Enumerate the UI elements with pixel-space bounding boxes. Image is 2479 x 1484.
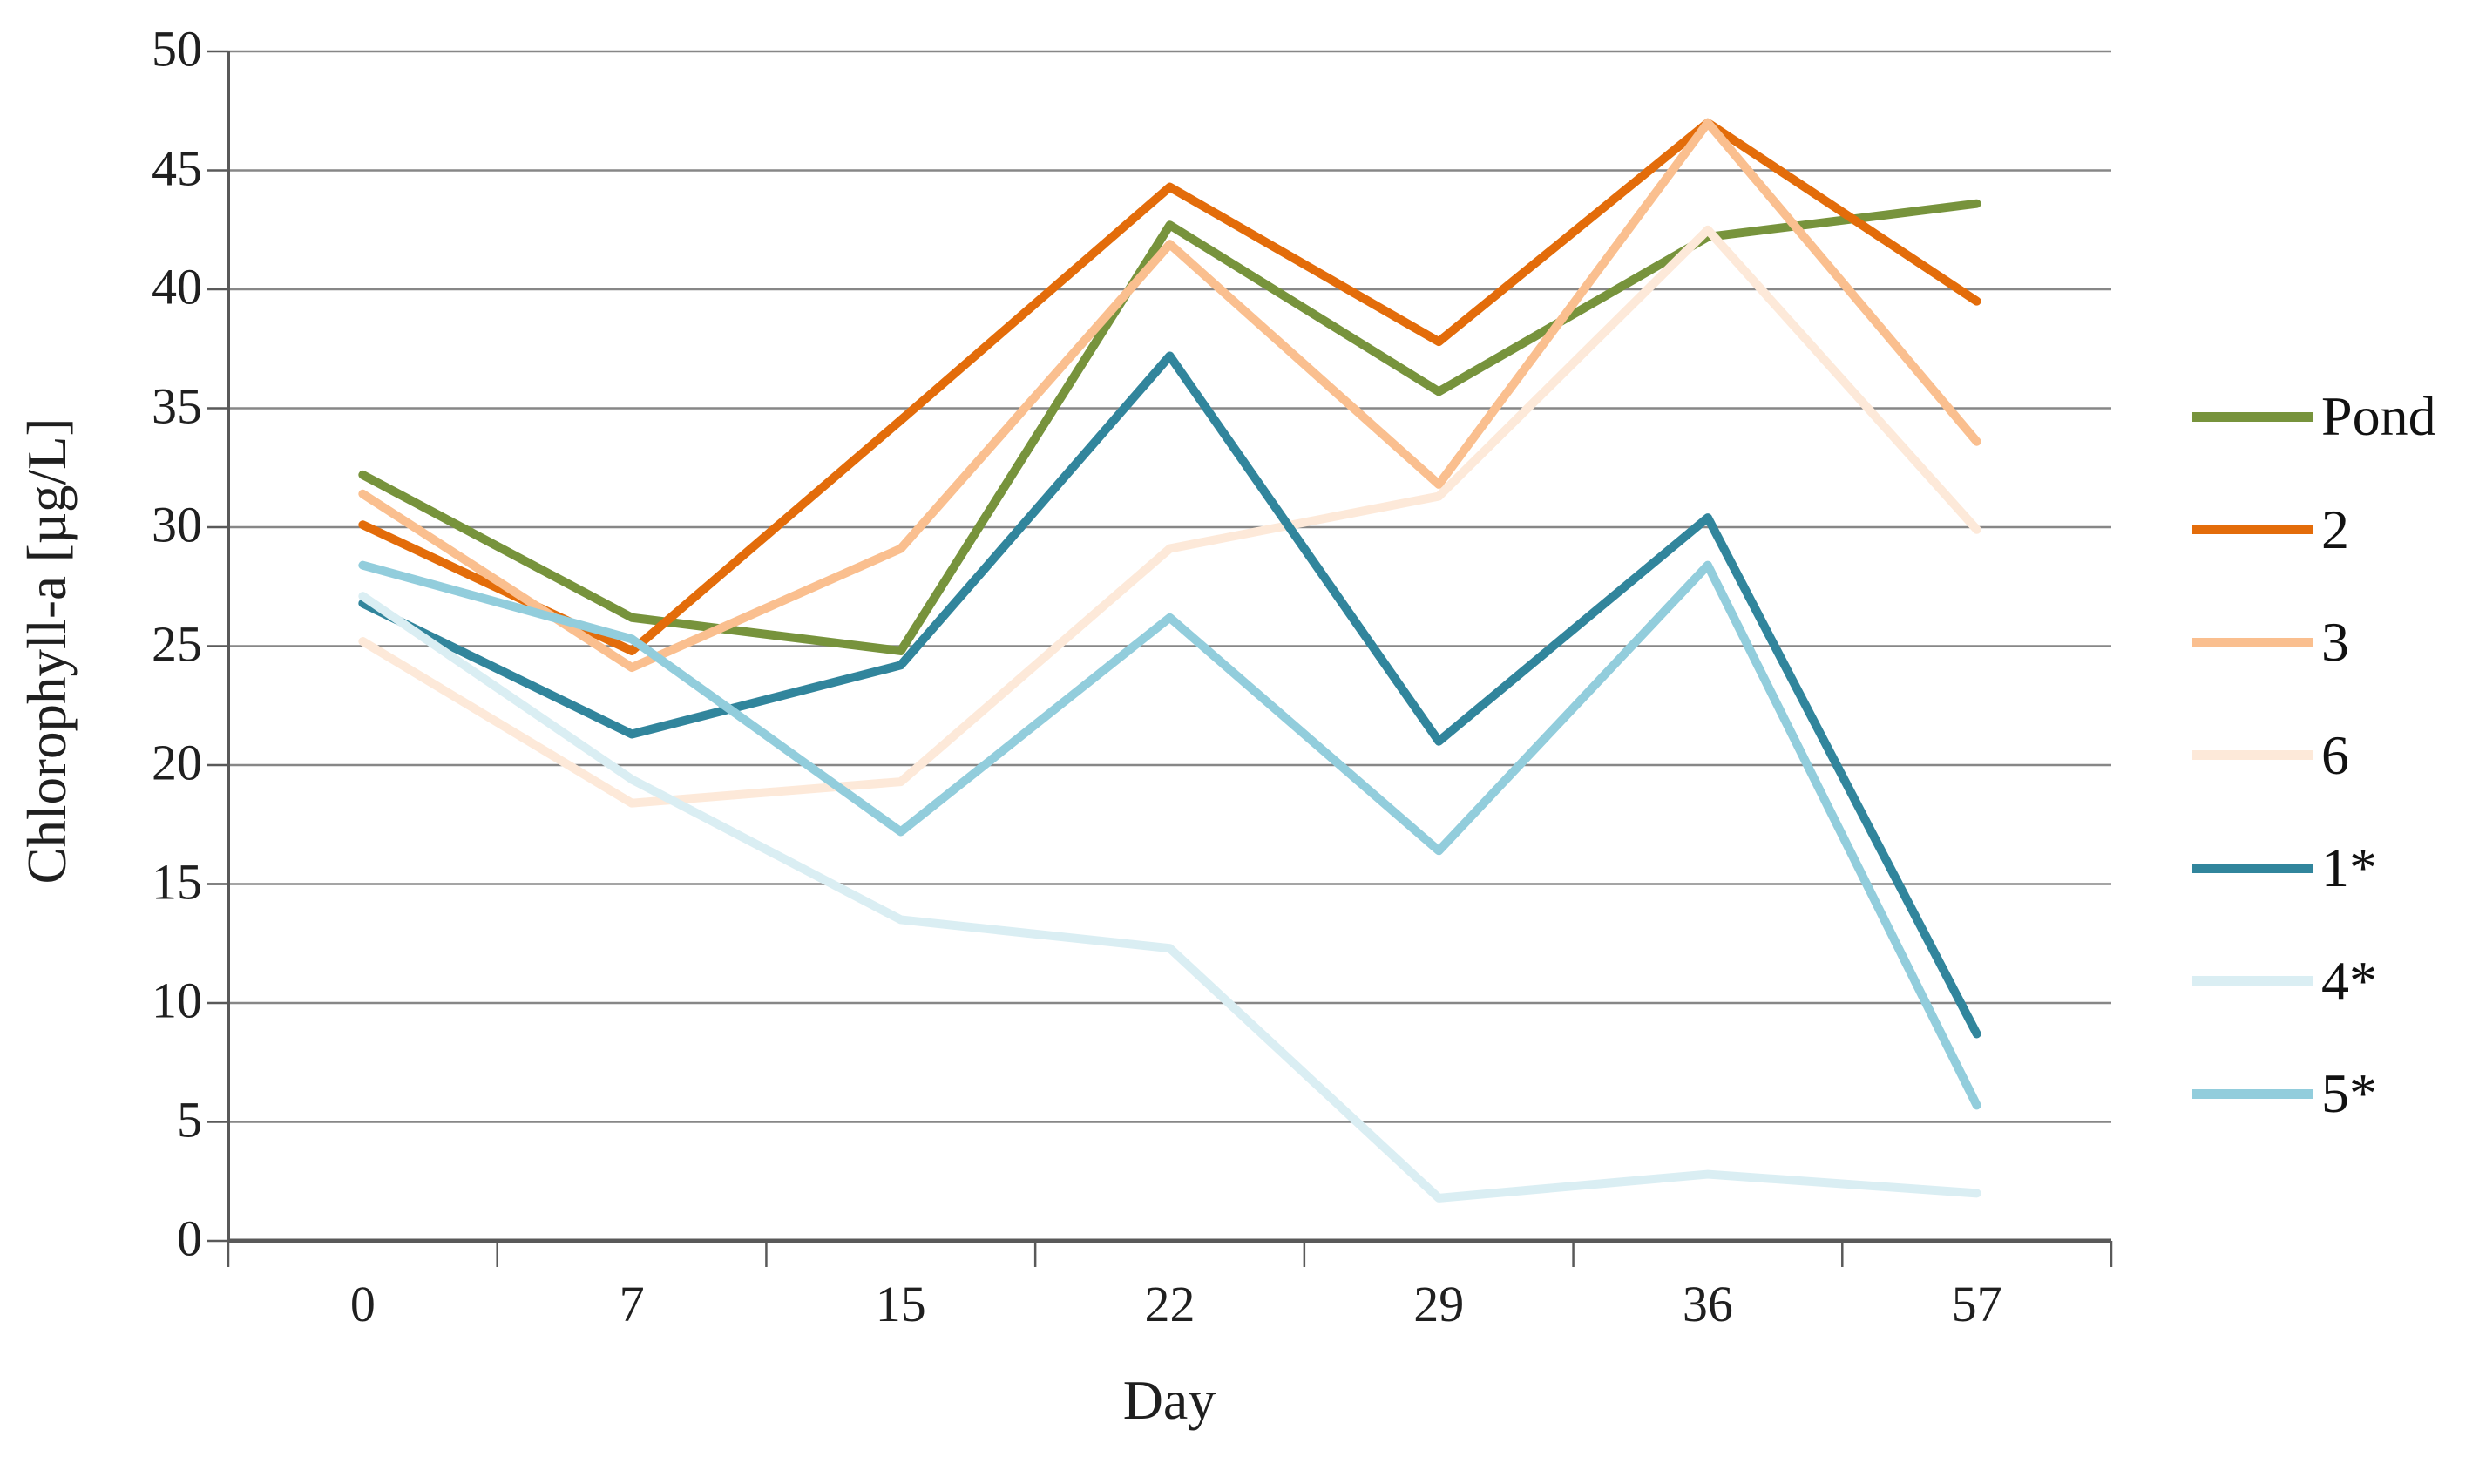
legend-swatch (2192, 411, 2313, 422)
y-tick-label: 10 (152, 972, 202, 1029)
legend-label: 5* (2321, 1062, 2377, 1124)
x-tick-label: 0 (349, 1276, 376, 1332)
series-line-4-star (358, 592, 1981, 1203)
series-line-pond (358, 199, 1981, 655)
legend-swatch (2192, 976, 2313, 986)
legend-swatch (2192, 1088, 2313, 1099)
x-tick-label: 22 (1144, 1276, 1195, 1332)
legend-swatch (2192, 750, 2313, 760)
y-tick-label: 20 (152, 734, 202, 791)
x-tick-label: 15 (875, 1276, 926, 1332)
y-tick-label: 35 (152, 377, 202, 435)
legend-item-5-star: 5* (2192, 1059, 2377, 1128)
y-tick-label: 0 (177, 1210, 202, 1267)
legend-label: Pond (2321, 385, 2436, 447)
series-line-5-star (358, 560, 1981, 1110)
legend-item-6: 6 (2192, 721, 2349, 790)
x-tick-label: 36 (1682, 1276, 1733, 1332)
y-tick-label: 5 (177, 1091, 202, 1149)
legend-item-3: 3 (2192, 607, 2349, 677)
series-line-6 (358, 225, 1981, 808)
legend-swatch (2192, 863, 2313, 873)
y-tick-label: 45 (152, 139, 202, 197)
x-tick-label: 7 (619, 1276, 645, 1332)
y-tick-label: 50 (152, 20, 202, 78)
y-tick-label: 30 (152, 496, 202, 553)
legend: Pond 2 3 6 1* 4* 5* (2192, 0, 2479, 1484)
legend-swatch (2192, 525, 2313, 534)
legend-label: 1* (2321, 837, 2377, 898)
legend-item-pond: Pond (2192, 382, 2436, 451)
legend-item-4-star: 4* (2192, 946, 2377, 1016)
y-tick-label: 25 (152, 615, 202, 673)
x-tick-label: 29 (1413, 1276, 1465, 1332)
legend-label: 2 (2321, 498, 2349, 560)
legend-label: 4* (2321, 949, 2377, 1012)
x-axis-title: Day (1122, 1369, 1216, 1431)
legend-label: 6 (2321, 723, 2349, 786)
y-tick-label: 15 (152, 853, 202, 911)
series-line-3 (358, 118, 1981, 673)
legend-item-1-star: 1* (2192, 833, 2377, 903)
legend-swatch (2192, 637, 2313, 647)
legend-item-2: 2 (2192, 495, 2349, 565)
x-tick-label: 57 (1951, 1276, 2002, 1332)
y-tick-label: 40 (152, 258, 202, 315)
series-line-1-star (358, 351, 1981, 1039)
legend-label: 3 (2321, 611, 2349, 673)
